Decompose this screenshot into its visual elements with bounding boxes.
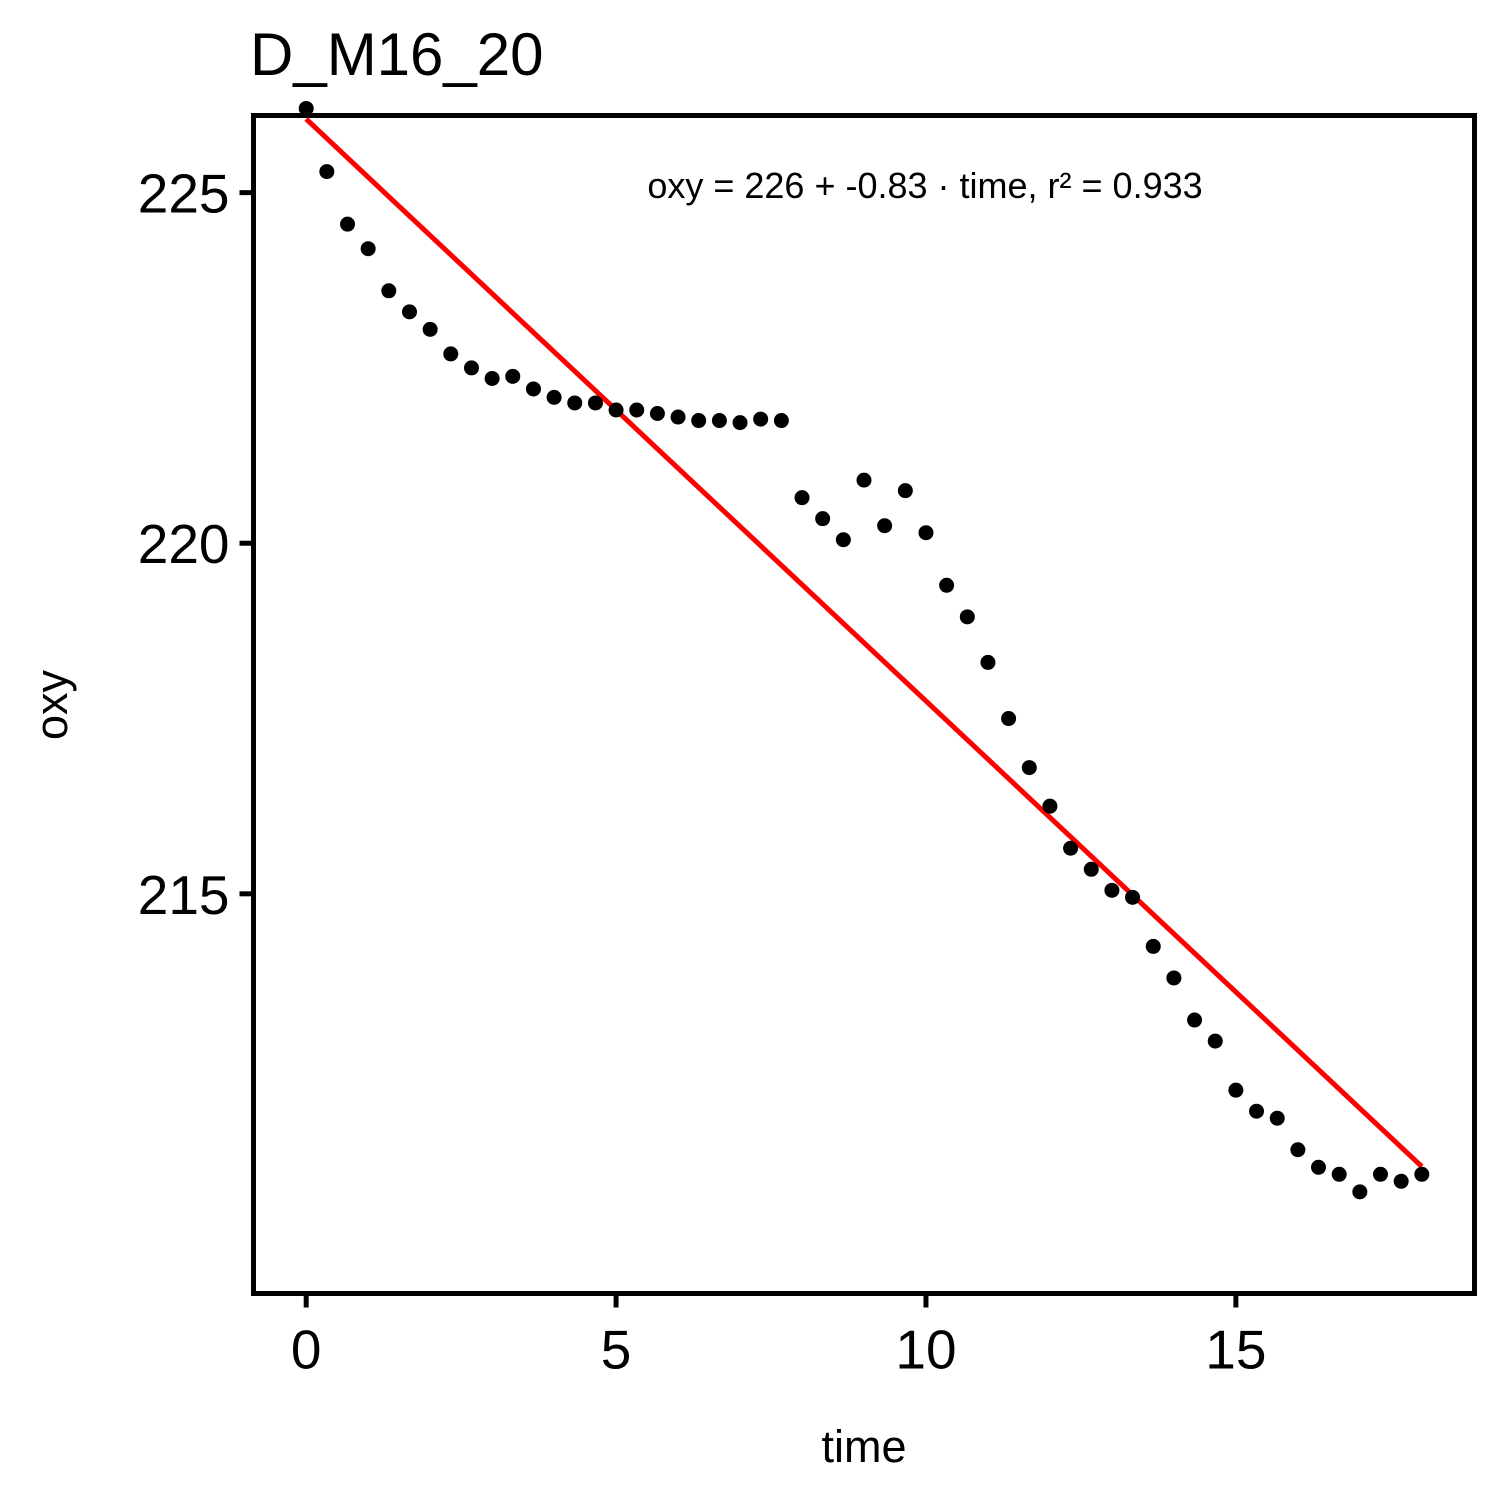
- data-point: [939, 577, 955, 593]
- data-points: [298, 100, 1430, 1200]
- data-point: [897, 483, 913, 499]
- x-axis: 0 5 10 15: [291, 1293, 1266, 1381]
- regression-equation: oxy = 226 + -0.83 · time, r² = 0.933: [647, 165, 1202, 206]
- data-point: [525, 381, 541, 397]
- data-point: [794, 490, 810, 506]
- data-point: [463, 360, 479, 376]
- data-point: [1166, 970, 1182, 986]
- y-axis-title: oxy: [26, 669, 77, 740]
- data-point: [1042, 798, 1058, 814]
- data-point: [1063, 840, 1079, 856]
- x-tick-label: 5: [601, 1319, 632, 1381]
- data-point: [1104, 882, 1120, 898]
- plot-panel-border: [251, 113, 1477, 1296]
- data-point: [1352, 1184, 1368, 1200]
- data-point: [1393, 1173, 1409, 1189]
- data-point: [1249, 1103, 1265, 1119]
- data-point: [835, 532, 851, 548]
- data-point: [402, 304, 418, 320]
- data-point: [484, 370, 500, 386]
- y-axis: 215 220 225: [138, 163, 254, 926]
- data-point: [422, 321, 438, 337]
- data-point: [1414, 1166, 1430, 1182]
- data-point: [980, 654, 996, 670]
- data-point: [877, 518, 893, 534]
- data-point: [1269, 1110, 1285, 1126]
- data-point: [959, 609, 975, 625]
- y-tick-label: 215: [138, 864, 230, 926]
- y-tick-label: 220: [138, 513, 230, 575]
- data-point: [773, 413, 789, 429]
- data-point: [381, 283, 397, 299]
- data-point: [443, 346, 459, 362]
- data-point: [753, 411, 769, 427]
- x-tick-label: 10: [895, 1319, 956, 1381]
- data-point: [1125, 889, 1141, 905]
- data-point: [319, 164, 335, 180]
- data-point: [1310, 1159, 1326, 1175]
- x-tick-label: 0: [291, 1319, 322, 1381]
- data-point: [587, 395, 603, 411]
- y-tick-label: 225: [138, 163, 230, 225]
- regression-line: [304, 117, 1424, 1169]
- x-tick-label: 15: [1205, 1319, 1266, 1381]
- data-point: [1331, 1166, 1347, 1182]
- data-point: [340, 216, 356, 232]
- data-point: [732, 415, 748, 431]
- data-point: [856, 472, 872, 488]
- data-point: [505, 368, 521, 384]
- data-point: [711, 413, 727, 429]
- chart-title: D_M16_20: [250, 21, 544, 88]
- data-point: [1290, 1142, 1306, 1158]
- data-point: [918, 525, 934, 541]
- data-point: [546, 389, 562, 405]
- data-point: [1228, 1082, 1244, 1098]
- data-point: [1021, 760, 1037, 776]
- data-point: [567, 395, 583, 411]
- data-point: [1001, 711, 1017, 727]
- data-point: [1083, 861, 1099, 877]
- data-point: [815, 511, 831, 527]
- data-point: [670, 409, 686, 425]
- data-point: [1207, 1033, 1223, 1049]
- data-point: [1187, 1012, 1203, 1028]
- data-point: [1145, 938, 1161, 954]
- data-point: [649, 406, 665, 422]
- data-point: [360, 241, 376, 257]
- x-axis-title: time: [821, 1421, 906, 1472]
- data-point: [608, 402, 624, 418]
- data-point: [1372, 1166, 1388, 1182]
- data-point: [298, 100, 314, 116]
- data-point: [691, 413, 707, 429]
- data-point: [629, 402, 645, 418]
